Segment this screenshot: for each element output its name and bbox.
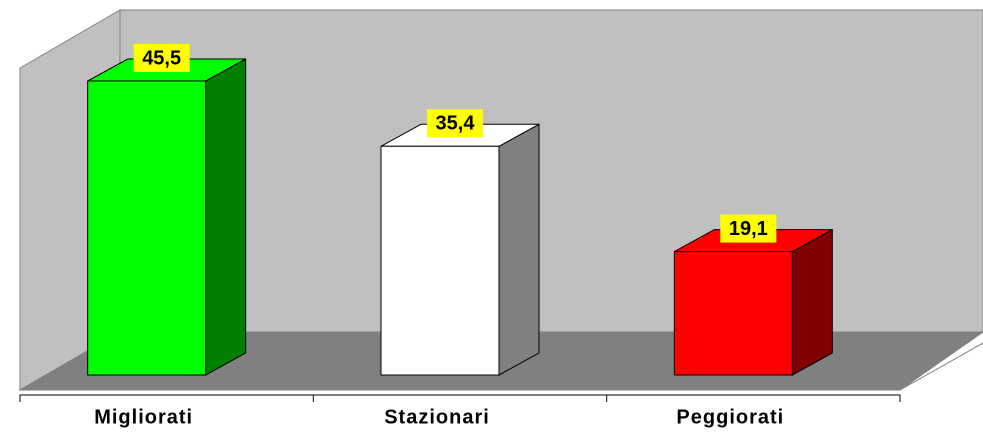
value-label: 19,1 — [729, 218, 768, 240]
bar-side — [498, 123, 540, 376]
bar — [87, 80, 207, 376]
value-label-box — [133, 44, 190, 72]
floor-edge — [899, 342, 983, 391]
value-label: 45,5 — [142, 47, 181, 69]
value-label-box — [427, 109, 483, 138]
x-tick-label: Peggiorati — [676, 406, 784, 428]
bar — [673, 251, 793, 376]
x-tick-label: Migliorati — [94, 406, 193, 428]
value-label-box — [720, 214, 777, 243]
x-tick-label: Stazionari — [384, 406, 490, 428]
bar — [380, 145, 500, 376]
bar-side — [791, 228, 833, 376]
bar-side — [205, 58, 247, 376]
value-label: 35,4 — [436, 113, 476, 135]
back-wall — [119, 9, 983, 333]
